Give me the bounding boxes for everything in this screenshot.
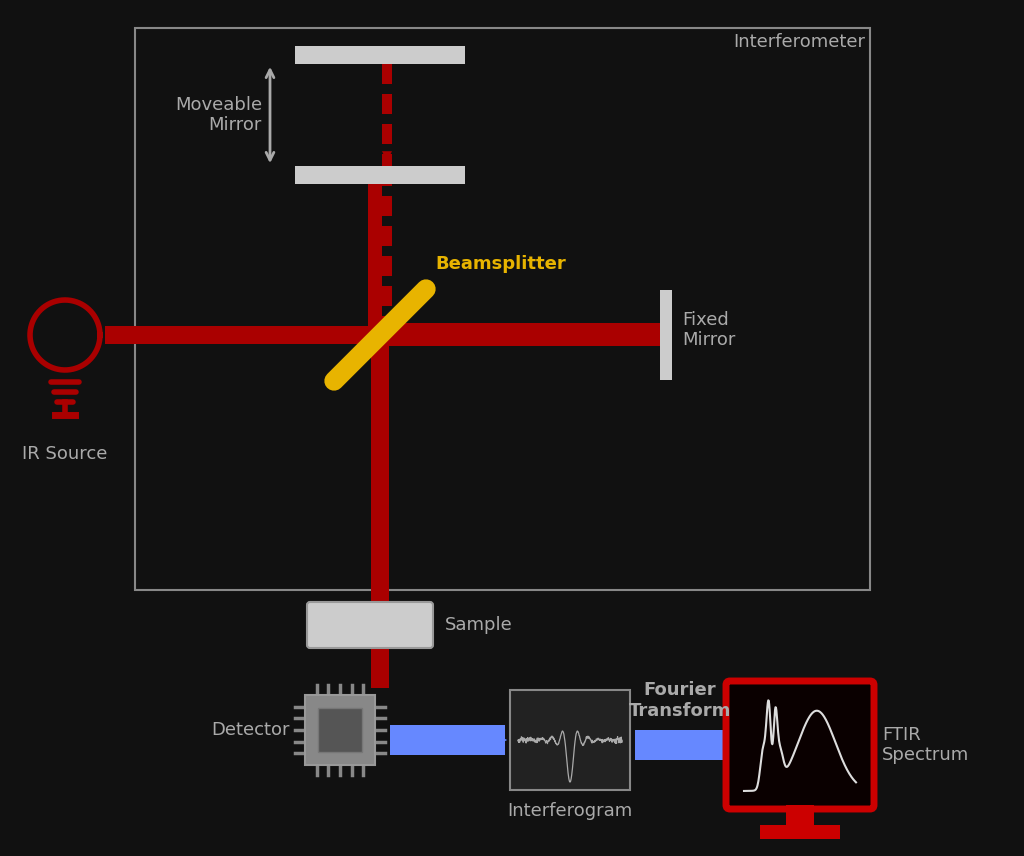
Bar	[382, 64, 392, 84]
Bar	[382, 316, 392, 330]
Bar	[380, 323, 660, 337]
Text: IR Source: IR Source	[23, 445, 108, 463]
Bar	[371, 645, 389, 688]
Bar	[135, 28, 870, 590]
Bar	[382, 94, 392, 114]
Text: Fourier
Transform: Fourier Transform	[629, 681, 731, 720]
Text: Interferogram: Interferogram	[507, 802, 633, 820]
Bar	[382, 124, 392, 144]
Bar	[382, 166, 392, 186]
Text: Beamsplitter: Beamsplitter	[435, 255, 565, 273]
Text: Moveable
Mirror: Moveable Mirror	[175, 96, 262, 134]
Bar	[510, 690, 630, 790]
FancyBboxPatch shape	[307, 602, 433, 648]
Bar	[371, 340, 389, 605]
Bar	[382, 256, 392, 276]
Bar	[382, 154, 392, 166]
Bar	[382, 286, 392, 306]
Bar	[305, 695, 375, 765]
Bar	[382, 196, 392, 216]
Bar	[390, 725, 505, 755]
Text: Fixed
Mirror: Fixed Mirror	[682, 311, 735, 349]
Text: Detector: Detector	[212, 721, 290, 739]
Bar	[760, 825, 840, 839]
Text: FTIR
Spectrum: FTIR Spectrum	[882, 726, 970, 764]
Bar	[368, 184, 382, 330]
Bar	[660, 290, 672, 380]
Bar	[635, 730, 725, 760]
Bar	[382, 226, 392, 246]
Bar	[105, 326, 385, 344]
FancyBboxPatch shape	[726, 681, 874, 809]
Text: Interferometer: Interferometer	[733, 33, 865, 51]
Bar	[295, 166, 465, 184]
Bar	[318, 708, 362, 752]
Text: Sample: Sample	[445, 616, 513, 634]
Bar	[385, 334, 660, 346]
Bar	[786, 805, 814, 825]
Bar	[295, 46, 465, 64]
